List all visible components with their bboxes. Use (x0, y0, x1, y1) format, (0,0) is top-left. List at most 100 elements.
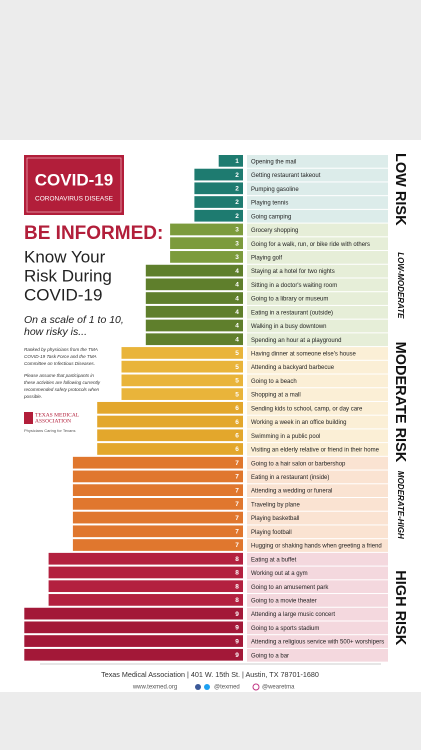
risk-group-label: HIGH RISK (392, 570, 408, 645)
category-label: Playing football (251, 530, 292, 536)
value-label: 6 (235, 405, 239, 412)
note-line: Ranked by physicians from the TMA (24, 347, 98, 352)
value-label: 7 (235, 501, 239, 508)
note-line: COVID-19 Task Force and the TMA (24, 354, 97, 359)
category-label: Attending a religious service with 500+ … (251, 640, 384, 646)
category-label: Swimming in a public pool (251, 434, 320, 440)
label-band (247, 155, 388, 168)
category-label: Working out at a gym (251, 571, 308, 577)
label-band (247, 429, 388, 443)
category-label: Working a week in an office building (251, 420, 347, 426)
label-band (247, 594, 388, 607)
logo-mark (24, 412, 33, 424)
label-band (247, 374, 388, 388)
label-band (247, 223, 388, 237)
bar (24, 621, 243, 634)
bar (121, 347, 243, 359)
value-label: 9 (235, 611, 239, 618)
bar (48, 552, 243, 565)
bar (194, 168, 243, 181)
label-band (247, 456, 388, 470)
value-label: 8 (235, 597, 239, 604)
risk-group-label: LOW-MODERATE (396, 252, 405, 319)
bar (24, 635, 243, 647)
value-label: 7 (235, 529, 239, 536)
bar (194, 182, 243, 195)
note-line: possible. (23, 394, 42, 399)
value-label: 2 (235, 172, 239, 179)
label-band (247, 607, 388, 621)
bar (24, 648, 243, 661)
value-label: 7 (235, 487, 239, 494)
label-band (247, 347, 388, 360)
note-line: these activities are following currently (24, 380, 101, 385)
title-line: Know Your (24, 247, 106, 266)
bar (24, 607, 243, 620)
category-label: Sitting in a doctor's waiting room (251, 283, 337, 289)
value-label: 5 (235, 350, 239, 357)
value-label: 6 (235, 432, 239, 439)
bar (48, 580, 243, 593)
category-label: Sending kids to school, camp, or day car… (251, 406, 363, 412)
value-label: 7 (235, 515, 239, 522)
value-label: 3 (235, 240, 239, 247)
value-label: 4 (235, 295, 239, 302)
value-label: 8 (235, 570, 239, 577)
category-label: Going to a movie theater (251, 598, 317, 604)
bar (48, 566, 243, 579)
label-band (247, 196, 388, 209)
category-label: Eating in a restaurant (inside) (251, 475, 329, 481)
bar (194, 196, 243, 208)
label-band (247, 237, 388, 251)
category-label: Going to a beach (251, 379, 297, 385)
value-label: 5 (235, 378, 239, 385)
category-label: Going for a walk, run, or bike ride with… (251, 242, 370, 248)
bar (145, 278, 243, 291)
bar (145, 305, 243, 318)
category-label: Going to a library or museum (251, 297, 328, 303)
label-band (247, 251, 388, 264)
question-line: On a scale of 1 to 10, (24, 314, 124, 326)
footer-link: @wearetma (262, 685, 295, 691)
value-label: 2 (235, 213, 239, 220)
category-label: Playing basketball (251, 516, 299, 522)
bar (72, 525, 244, 538)
title-line: COVID-19 (24, 285, 102, 304)
category-label: Attending a wedding or funeral (251, 489, 332, 495)
label-band (247, 388, 388, 401)
bar (121, 360, 243, 373)
category-label: Eating at a buffet (251, 557, 297, 563)
category-label: Going to a bar (251, 653, 289, 659)
bar (97, 443, 243, 455)
bar (145, 333, 243, 346)
category-label: Eating in a restaurant (outside) (251, 310, 333, 316)
bar (170, 223, 243, 236)
label-band (247, 566, 388, 580)
value-label: 9 (235, 652, 239, 659)
value-label: 4 (235, 323, 239, 330)
category-label: Getting restaurant takeout (251, 173, 321, 179)
label-band (247, 635, 388, 648)
bar (72, 456, 244, 469)
label-band (247, 470, 388, 484)
category-label: Staying at a hotel for two nights (251, 269, 335, 275)
label-band (247, 539, 388, 552)
label-band (247, 209, 388, 223)
label-band (247, 443, 388, 456)
note-line: Committee on Infectious Diseases. (24, 361, 95, 366)
logo-tagline: Physicians Caring for Texans (24, 428, 76, 433)
logo-line: TEXAS MEDICAL (35, 412, 80, 418)
value-label: 2 (235, 199, 239, 206)
bar (218, 155, 243, 167)
bar (145, 292, 243, 304)
title-line: Risk During (24, 266, 112, 285)
category-label: Spending an hour at a playground (251, 338, 341, 344)
bar (194, 209, 243, 222)
value-label: 6 (235, 419, 239, 426)
label-band (247, 360, 388, 374)
label-band (247, 305, 388, 319)
badge (24, 155, 124, 215)
category-label: Grocery shopping (251, 228, 298, 234)
bar (72, 470, 244, 483)
